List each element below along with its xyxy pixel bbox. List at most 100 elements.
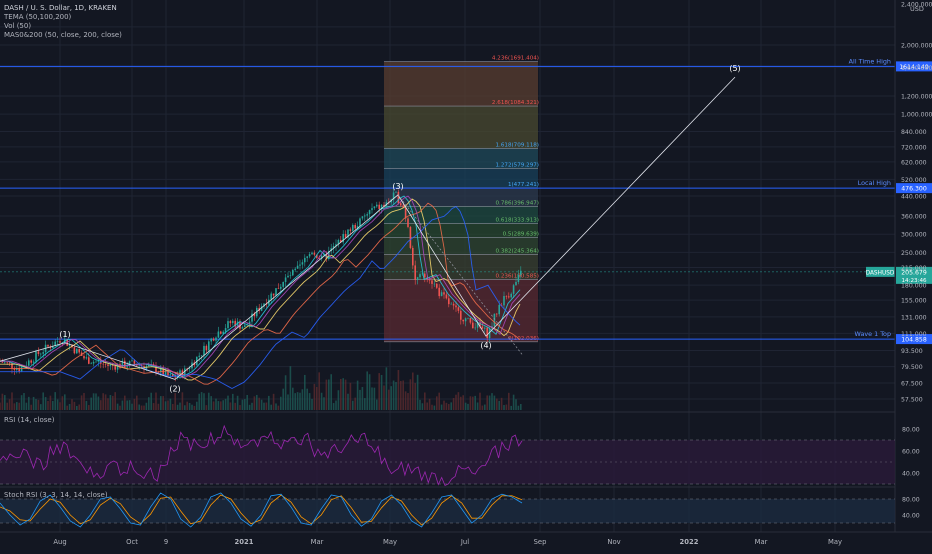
price-tick-label: 2,400.000	[901, 2, 932, 9]
volume-bar	[148, 397, 150, 410]
candle-body	[232, 320, 234, 324]
candle-body	[515, 281, 517, 286]
candle-body	[133, 360, 136, 364]
wave-path[interactable]	[0, 76, 736, 380]
volume-bar	[88, 405, 90, 410]
candle-body	[488, 328, 491, 339]
fib-level-label: 0.5(289.639)	[503, 232, 539, 238]
volume-bar	[467, 403, 469, 410]
volume-bar	[8, 399, 11, 410]
price-tick-label: 250.000	[901, 250, 927, 257]
volume-bar	[368, 374, 371, 410]
candle-body	[508, 296, 510, 298]
volume-bar	[311, 398, 313, 410]
candle-body	[292, 269, 294, 276]
candle-body	[395, 191, 397, 193]
volume-bar	[251, 402, 253, 410]
volume-bar	[448, 404, 450, 410]
price-tick-label: 440.000	[901, 194, 927, 201]
price-tick-label: 1,600.000	[901, 65, 932, 72]
price-axis[interactable]: 2,400.000 2,000.000 1,600.000 1,200.000 1,00…	[901, 2, 932, 404]
candle-body	[164, 370, 167, 376]
volume-bar	[107, 398, 109, 410]
volume-bar	[229, 402, 232, 410]
candle-body	[443, 292, 445, 295]
volume-bar	[203, 393, 205, 410]
volume-bar	[73, 401, 76, 410]
price-tick-label: 79.500	[901, 364, 923, 371]
volume-bar	[359, 389, 361, 410]
fib-retracement[interactable]: 4.236(1691.404) 2.618(1084.321) 1.618(709.…	[384, 56, 539, 343]
time-tick-label: Aug	[53, 538, 66, 546]
volume-bar	[376, 399, 378, 410]
horizontal-level-badge	[896, 334, 932, 345]
candle-body	[277, 288, 280, 289]
volume-bar	[35, 399, 37, 410]
volume-bar	[412, 372, 414, 410]
volume-bar	[23, 393, 25, 410]
stoch-rsi-title[interactable]: Stoch RSI (3, 3, 14, 14, close)	[4, 491, 108, 499]
volume-bar	[42, 392, 44, 410]
volume-bar	[18, 402, 20, 410]
fib-zone	[384, 148, 538, 169]
volume-bar	[40, 404, 42, 410]
rsi-title[interactable]: RSI (14, close)	[4, 416, 55, 424]
volume-bar	[234, 402, 236, 410]
horizontal-lines[interactable]: All Time High 1614.149 Local High 476.300 Wa…	[0, 57, 932, 345]
volume-bar	[4, 395, 6, 410]
time-axis[interactable]: Aug Oct 9 2021 Mar May Jul Sep Nov 2022 Mar May	[53, 538, 842, 546]
volume-bar	[289, 366, 292, 410]
candle-body	[30, 360, 32, 363]
wave-label[interactable]: (3)	[392, 182, 403, 191]
candle-body	[167, 370, 169, 376]
volume-bar	[488, 395, 491, 410]
volume-bar	[119, 405, 121, 410]
volume-bar	[316, 386, 318, 410]
candle-body	[8, 362, 11, 364]
candle-body	[349, 229, 352, 231]
volume-bar	[198, 393, 200, 410]
candle-body	[282, 281, 284, 287]
candle-body	[260, 306, 263, 311]
candle-body	[424, 273, 426, 278]
symbol-title[interactable]: DASH / U. S. Dollar, 1D, KRAKEN	[4, 4, 117, 12]
time-tick-label: May	[828, 538, 842, 546]
time-tick-label: Oct	[126, 538, 138, 546]
moving-average-line	[0, 195, 521, 379]
indicator-tema[interactable]: TEMA (50,100,200)	[3, 13, 72, 21]
stoch-tick-label: 80.00	[902, 497, 920, 504]
volume-bar	[520, 403, 522, 410]
volume-bar	[80, 395, 83, 410]
legend-header: DASH / U. S. Dollar, 1D, KRAKEN TEMA (50…	[3, 4, 122, 39]
volume-bar	[145, 402, 148, 410]
indicator-vol[interactable]: Vol (50)	[4, 22, 31, 30]
volume-bar	[104, 394, 107, 410]
candle-body	[481, 326, 484, 329]
wave-label[interactable]: (4)	[480, 341, 491, 350]
candle-body	[311, 252, 313, 255]
elliott-waves[interactable]: (1) (2) (3) (4) (5)	[0, 64, 741, 393]
volume-bar	[508, 392, 510, 410]
candle-body	[486, 327, 488, 339]
fib-level-label: 0.236(190.585)	[495, 273, 539, 279]
wave-label[interactable]: (1)	[59, 330, 70, 339]
volume-bar	[484, 404, 486, 410]
candle-body	[275, 288, 277, 296]
candle-body	[229, 321, 232, 324]
candle-body	[128, 361, 131, 367]
volume-bar	[337, 390, 340, 410]
candle-body	[296, 265, 299, 269]
wave-label[interactable]: (2)	[169, 384, 180, 393]
indicator-ma[interactable]: MAS0&200 (50, close, 200, close)	[4, 31, 122, 39]
wave-label[interactable]: (5)	[729, 64, 740, 73]
candle-body	[121, 360, 124, 368]
volume-bar	[308, 393, 311, 410]
volume-bar	[364, 398, 366, 410]
volume-bar	[61, 396, 64, 410]
candle-body	[337, 239, 340, 245]
candle-body	[20, 366, 23, 372]
candle-body	[124, 360, 126, 368]
volume-bar	[140, 405, 143, 410]
candle-body	[455, 305, 457, 308]
candle-body	[438, 287, 440, 297]
